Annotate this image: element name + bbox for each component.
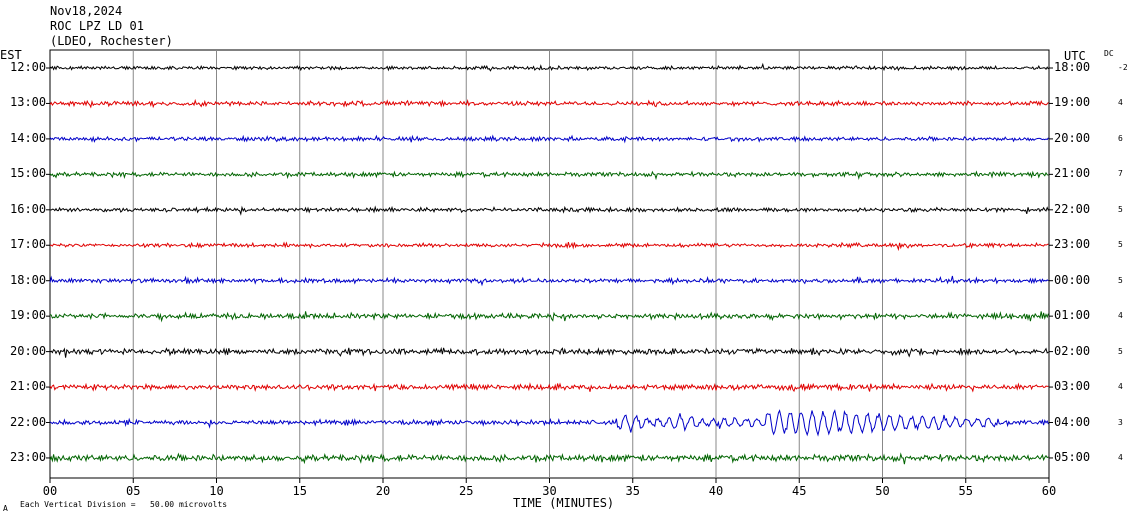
header-date: Nov18,2024 xyxy=(50,4,123,18)
corner-mark: A xyxy=(3,504,8,513)
row-dc-value: 4 xyxy=(1118,311,1123,321)
row-dc-value: 5 xyxy=(1118,204,1123,214)
trace-1200 xyxy=(49,62,1049,72)
row-label-utc: 00:00 xyxy=(1054,272,1091,287)
x-tick-label: 35 xyxy=(626,484,640,498)
row-label-est: 16:00 xyxy=(10,201,47,216)
trace-1800 xyxy=(49,275,1049,287)
row-dc-value: 5 xyxy=(1118,346,1123,356)
row-label-est: 12:00 xyxy=(10,60,47,74)
row-dc-value: 4 xyxy=(1118,382,1123,392)
row-label-utc: 02:00 xyxy=(1054,343,1091,358)
trace-1700 xyxy=(49,241,1049,252)
row-label-est: 13:00 xyxy=(10,95,47,110)
trace-2100 xyxy=(49,382,1049,393)
x-tick-label: 50 xyxy=(875,484,889,498)
trace-2300 xyxy=(49,452,1049,465)
row-dc-value: 6 xyxy=(1118,133,1123,143)
x-tick-label: 10 xyxy=(209,484,223,498)
row-label-utc: 04:00 xyxy=(1054,414,1091,429)
row-dc-value: 3 xyxy=(1118,417,1123,427)
row-label-est: 20:00 xyxy=(10,343,47,358)
x-tick-label: 25 xyxy=(459,484,473,498)
row-label-est: 23:00 xyxy=(10,449,47,464)
x-axis: 00 05 10 15 20 25 30 35 40 45 50 55 60 xyxy=(43,478,1056,498)
row-label-utc: 05:00 xyxy=(1054,449,1091,464)
row-label-utc: 19:00 xyxy=(1054,95,1091,110)
x-tick-label: 60 xyxy=(1042,484,1056,498)
x-tick-label: 40 xyxy=(709,484,723,498)
row-dc-value: 4 xyxy=(1118,98,1123,108)
x-tick-label: 55 xyxy=(959,484,973,498)
row-dc-value: 5 xyxy=(1118,275,1123,285)
trace-1900 xyxy=(49,311,1049,323)
row-label-utc: 03:00 xyxy=(1054,379,1091,394)
x-tick-label: 05 xyxy=(126,484,140,498)
row-label-est: 21:00 xyxy=(10,379,47,394)
row-dc-value: 7 xyxy=(1118,169,1123,179)
x-tick-label: 15 xyxy=(293,484,307,498)
row-label-est: 18:00 xyxy=(10,272,47,287)
trace-1600 xyxy=(49,205,1049,216)
left-timezone-label: EST xyxy=(0,48,22,62)
row-label-utc: 23:00 xyxy=(1054,237,1091,252)
trace-1500 xyxy=(49,170,1049,181)
row-label-est: 15:00 xyxy=(10,166,47,181)
row-label-est: 22:00 xyxy=(10,414,47,429)
row-label-utc: 01:00 xyxy=(1054,308,1091,323)
right-timezone-label: UTC xyxy=(1064,49,1086,63)
dc-offset-label: DC xyxy=(1104,49,1114,58)
seismic-traces xyxy=(49,62,1049,465)
row-label-utc: 21:00 xyxy=(1054,166,1091,181)
row-dc-value: 4 xyxy=(1118,452,1123,462)
grid-lines xyxy=(46,49,1053,479)
header-station: ROC LPZ LD 01 xyxy=(50,19,144,33)
row-label-utc: 18:00 xyxy=(1054,60,1091,74)
row-dc-value: -2 xyxy=(1118,63,1128,72)
row-label-utc: 20:00 xyxy=(1054,130,1091,145)
x-tick-label: 00 xyxy=(43,484,57,498)
trace-2200 xyxy=(49,409,1049,437)
row-label-utc: 22:00 xyxy=(1054,201,1091,216)
trace-1300 xyxy=(49,98,1049,109)
row-label-est: 17:00 xyxy=(10,237,47,252)
x-tick-label: 45 xyxy=(792,484,806,498)
scale-note: Each Vertical Division = 50.00 microvolt… xyxy=(20,500,228,509)
row-dc-value: 5 xyxy=(1118,240,1123,250)
x-tick-label: 30 xyxy=(542,484,556,498)
trace-1400 xyxy=(49,134,1049,144)
trace-2000 xyxy=(49,346,1049,358)
x-axis-label: TIME (MINUTES) xyxy=(513,496,615,510)
header-network: (LDEO, Rochester) xyxy=(50,34,173,48)
row-label-est: 14:00 xyxy=(10,130,47,145)
row-label-est: 19:00 xyxy=(10,308,47,323)
x-tick-label: 20 xyxy=(376,484,390,498)
